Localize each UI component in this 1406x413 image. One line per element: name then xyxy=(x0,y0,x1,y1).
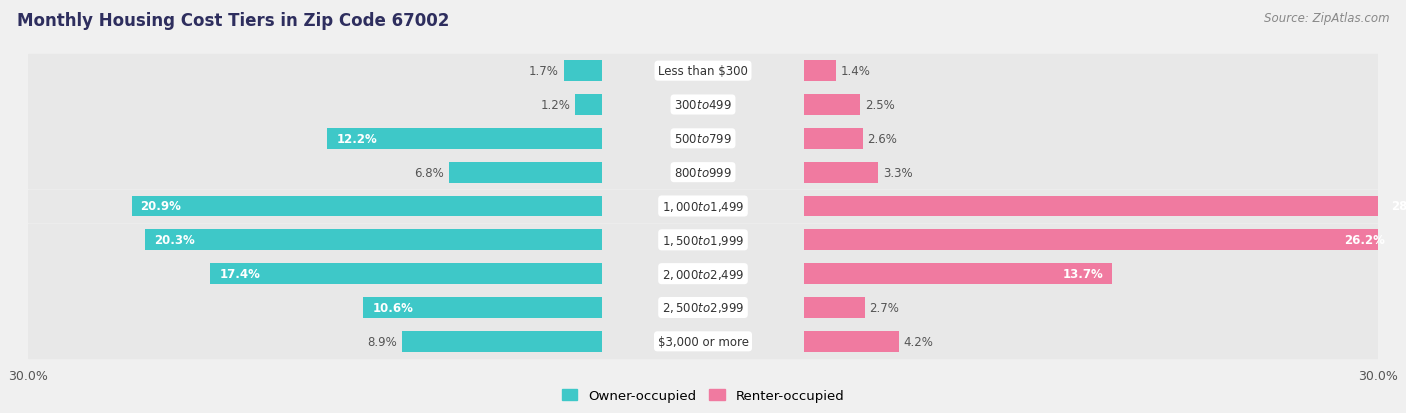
Text: 2.6%: 2.6% xyxy=(868,133,897,145)
Bar xyxy=(28,224,1378,256)
Bar xyxy=(449,162,602,183)
Bar xyxy=(363,297,602,318)
Text: 20.9%: 20.9% xyxy=(141,200,181,213)
Bar xyxy=(804,162,879,183)
Bar xyxy=(211,263,602,285)
Bar xyxy=(575,95,602,116)
Bar xyxy=(28,55,1378,88)
Text: 10.6%: 10.6% xyxy=(373,301,413,314)
Text: 1.2%: 1.2% xyxy=(540,99,571,112)
Text: $1,500 to $1,999: $1,500 to $1,999 xyxy=(662,233,744,247)
Bar xyxy=(28,190,1378,223)
Text: 13.7%: 13.7% xyxy=(1063,268,1104,280)
Bar xyxy=(804,128,863,150)
Text: 3.3%: 3.3% xyxy=(883,166,912,179)
Text: 6.8%: 6.8% xyxy=(415,166,444,179)
Text: $300 to $499: $300 to $499 xyxy=(673,99,733,112)
Text: 4.2%: 4.2% xyxy=(903,335,934,348)
Bar xyxy=(328,128,602,150)
Bar xyxy=(28,325,1378,358)
Text: 28.3%: 28.3% xyxy=(1391,200,1406,213)
Text: 8.9%: 8.9% xyxy=(367,335,396,348)
Text: $800 to $999: $800 to $999 xyxy=(673,166,733,179)
Bar xyxy=(402,331,602,352)
Text: $3,000 or more: $3,000 or more xyxy=(658,335,748,348)
Bar xyxy=(28,123,1378,155)
Bar xyxy=(804,61,835,82)
Bar xyxy=(564,61,602,82)
Text: 2.5%: 2.5% xyxy=(865,99,894,112)
Bar xyxy=(145,230,602,251)
Text: 1.4%: 1.4% xyxy=(841,65,870,78)
Legend: Owner-occupied, Renter-occupied: Owner-occupied, Renter-occupied xyxy=(557,384,849,407)
Bar xyxy=(28,258,1378,290)
Text: 2.7%: 2.7% xyxy=(869,301,900,314)
Text: Source: ZipAtlas.com: Source: ZipAtlas.com xyxy=(1264,12,1389,25)
Bar xyxy=(28,292,1378,324)
Text: 17.4%: 17.4% xyxy=(219,268,260,280)
Text: $500 to $799: $500 to $799 xyxy=(673,133,733,145)
Bar xyxy=(804,230,1393,251)
Bar xyxy=(804,263,1112,285)
Bar xyxy=(804,196,1406,217)
Text: $2,000 to $2,499: $2,000 to $2,499 xyxy=(662,267,744,281)
Text: Monthly Housing Cost Tiers in Zip Code 67002: Monthly Housing Cost Tiers in Zip Code 6… xyxy=(17,12,450,30)
Text: 12.2%: 12.2% xyxy=(336,133,377,145)
Text: $2,500 to $2,999: $2,500 to $2,999 xyxy=(662,301,744,315)
Text: 20.3%: 20.3% xyxy=(155,234,195,247)
Text: 26.2%: 26.2% xyxy=(1344,234,1385,247)
Bar xyxy=(804,331,898,352)
Bar xyxy=(804,297,865,318)
Text: 1.7%: 1.7% xyxy=(529,65,560,78)
Bar xyxy=(28,89,1378,121)
Bar xyxy=(132,196,602,217)
Bar xyxy=(804,95,860,116)
Text: Less than $300: Less than $300 xyxy=(658,65,748,78)
Bar xyxy=(28,157,1378,189)
Text: $1,000 to $1,499: $1,000 to $1,499 xyxy=(662,199,744,214)
